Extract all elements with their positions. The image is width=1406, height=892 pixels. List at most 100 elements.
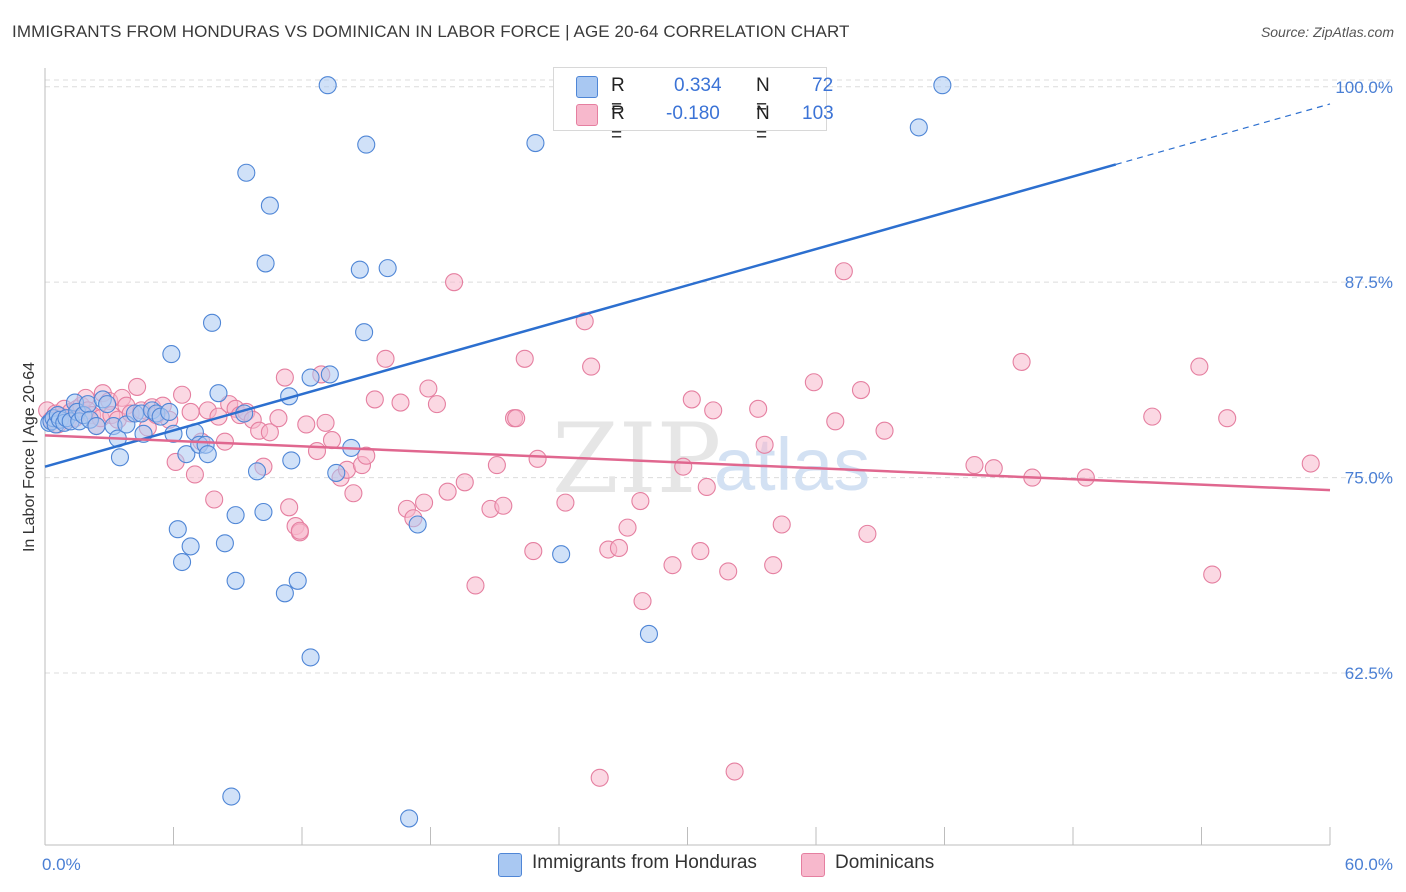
dominican-point	[357, 446, 376, 465]
honduras-point	[203, 313, 222, 332]
dominican-point	[466, 576, 485, 595]
y-tick-label: 75.0%	[1345, 469, 1393, 488]
dominican-point	[344, 484, 363, 503]
honduras-point	[162, 345, 181, 364]
dominican-point	[515, 349, 534, 368]
dominican-point	[173, 385, 192, 404]
honduras-point	[254, 502, 273, 522]
dominican-point	[1012, 352, 1031, 371]
dominican-point	[1301, 454, 1320, 473]
dominican-point	[391, 393, 410, 412]
honduras-trend-line	[44, 163, 1117, 468]
legend-r-value: -0.180	[666, 103, 720, 124]
x-axis-ticks: 0.0% 60.0%	[42, 827, 1393, 874]
dominican-point	[365, 390, 384, 409]
dominican-point	[965, 456, 984, 475]
honduras-legend-swatch	[498, 853, 522, 877]
honduras-point	[87, 416, 106, 436]
dominican-point	[704, 401, 723, 420]
y-axis-ticks: 100.0% 87.5% 75.0% 62.5%	[1335, 78, 1393, 683]
dominican-point	[755, 435, 774, 454]
dominican-point	[376, 349, 395, 368]
honduras-point	[357, 135, 376, 154]
dominican-point	[1190, 357, 1209, 376]
honduras-points	[40, 76, 952, 828]
honduras-point	[215, 534, 234, 553]
honduras-point	[320, 365, 339, 384]
dominican-legend-swatch	[801, 853, 825, 877]
dominican-point	[631, 492, 650, 511]
dominican-point	[524, 542, 543, 561]
dominican-point	[590, 768, 609, 787]
dominican-point	[674, 457, 693, 476]
dominican-point	[1143, 407, 1162, 426]
honduras-point	[110, 448, 130, 467]
honduras-point	[318, 76, 337, 95]
dominican-point	[556, 493, 575, 512]
honduras-point	[350, 260, 369, 279]
honduras-point	[177, 445, 196, 464]
dominican-point	[633, 592, 652, 611]
dominican-point	[764, 556, 783, 575]
honduras-point	[226, 506, 245, 525]
honduras-point	[98, 395, 117, 414]
dominican-point	[128, 377, 147, 396]
honduras-point	[400, 809, 419, 828]
legend-n-label: N =	[756, 75, 770, 118]
honduras-point	[909, 118, 928, 137]
dominican-point	[322, 431, 342, 450]
chart-title: IMMIGRANTS FROM HONDURAS VS DOMINICAN IN…	[12, 22, 850, 41]
dominican-point	[487, 456, 506, 475]
legend-r-label: R =	[611, 103, 625, 146]
x-tick-label-min: 0.0%	[42, 855, 81, 874]
honduras-point	[222, 787, 241, 806]
dominican-point	[415, 493, 434, 512]
honduras-point	[181, 537, 200, 556]
legend-n-label: N =	[756, 103, 770, 146]
honduras-point	[160, 402, 179, 421]
honduras-point	[256, 254, 275, 273]
x-tick-label-max: 60.0%	[1345, 855, 1393, 874]
dominican-point	[851, 381, 871, 400]
dominican-point	[494, 496, 513, 515]
dominican-point	[205, 490, 224, 509]
dominican-point	[663, 556, 682, 575]
dominican-point	[749, 399, 768, 418]
honduras-point	[209, 384, 228, 403]
dominican-point	[185, 465, 204, 484]
honduras-point	[237, 163, 256, 182]
dominican-trend-line	[44, 434, 1331, 492]
legend-r-value: 0.334	[674, 75, 722, 96]
honduras-point	[275, 584, 294, 603]
source-note: Source: ZipAtlas.com	[1260, 24, 1394, 40]
dominican-point	[697, 477, 716, 497]
dominican-point	[834, 262, 853, 281]
dominican-point	[826, 412, 845, 431]
honduras-point	[78, 395, 97, 414]
y-axis-label: In Labor Force | Age 20-64	[21, 362, 38, 552]
dominican-point	[307, 441, 327, 461]
y-tick-label: 62.5%	[1345, 664, 1393, 683]
dominican-point	[528, 449, 547, 468]
legend-r-label: R =	[611, 75, 625, 118]
dominican-point	[875, 421, 894, 440]
honduras-point	[247, 462, 267, 481]
honduras-point	[226, 571, 245, 590]
dominican-point	[618, 518, 637, 537]
dominican-point	[1076, 468, 1095, 487]
dominican-point	[269, 409, 288, 428]
honduras-legend-label: Immigrants from Honduras	[532, 852, 757, 873]
dominican-point	[181, 402, 200, 421]
y-tick-label: 87.5%	[1345, 273, 1393, 292]
dominican-point	[582, 357, 601, 376]
honduras-point	[378, 259, 397, 278]
dominican-point	[507, 409, 526, 428]
dominican-point	[804, 373, 823, 392]
dominican-point	[427, 395, 446, 414]
dominican-point	[719, 562, 738, 581]
dominican-point	[1203, 565, 1222, 584]
honduras-trend-extension	[1115, 103, 1331, 165]
honduras-point	[260, 196, 279, 215]
honduras-swatch	[576, 76, 598, 98]
